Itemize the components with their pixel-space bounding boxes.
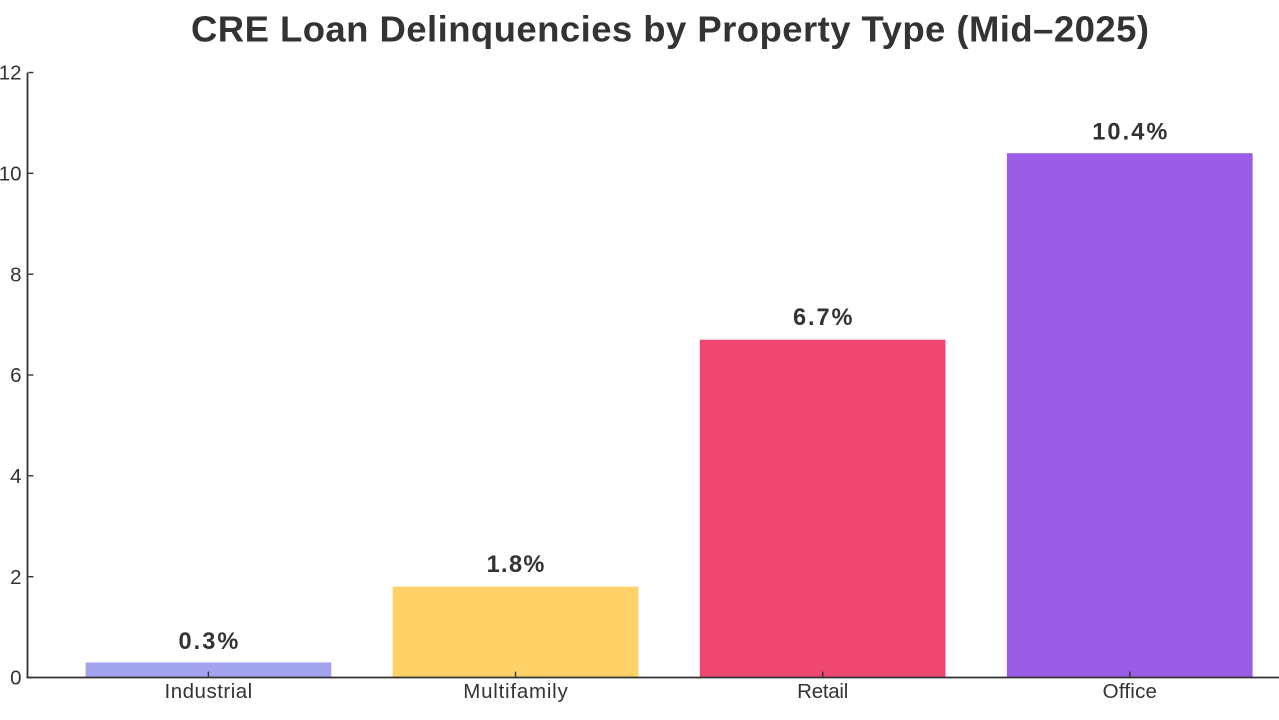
svg-text:Office: Office [1103,680,1157,703]
svg-text:0.3%: 0.3% [178,629,238,655]
svg-text:Retail: Retail [797,680,848,703]
svg-text:6: 6 [10,364,21,387]
svg-text:1.8%: 1.8% [487,552,545,578]
svg-text:CRE Loan Delinquencies by Prop: CRE Loan Delinquencies by Property Type … [191,9,1149,50]
svg-text:Industrial: Industrial [165,680,253,703]
svg-text:12: 12 [0,62,22,85]
svg-text:6.7%: 6.7% [793,305,853,331]
svg-text:2: 2 [10,566,21,589]
svg-text:8: 8 [10,263,21,286]
svg-text:10: 10 [0,162,22,185]
svg-text:0: 0 [10,667,21,690]
svg-text:Multifamily: Multifamily [463,680,568,703]
svg-text:4: 4 [10,465,21,488]
